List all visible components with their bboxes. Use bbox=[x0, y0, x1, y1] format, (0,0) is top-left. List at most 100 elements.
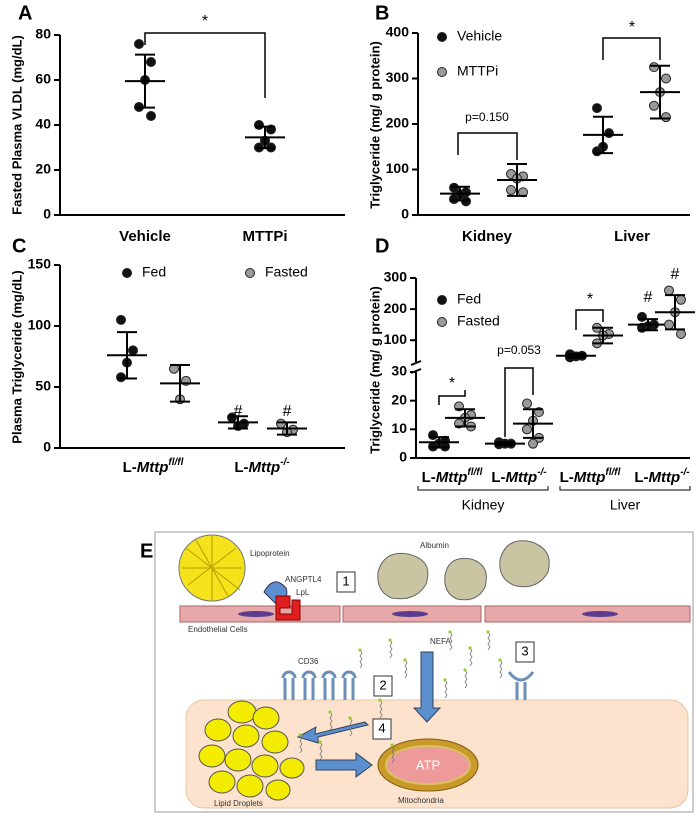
data-point bbox=[661, 73, 671, 84]
annotation: p=0.150 bbox=[465, 110, 509, 124]
albumin bbox=[499, 540, 550, 588]
fatty-acid bbox=[299, 734, 303, 754]
x-tick-label: L-Mttp-/- bbox=[634, 467, 690, 486]
x-tick-label: L-Mttpfl/fl bbox=[560, 467, 621, 486]
label-superscript: fl/fl bbox=[467, 467, 482, 478]
legend-label: Fed bbox=[142, 264, 166, 280]
group-bracket bbox=[417, 486, 549, 491]
label-superscript: -/- bbox=[280, 457, 290, 468]
x-tick-label: Vehicle bbox=[119, 228, 171, 245]
annotation: * bbox=[629, 19, 635, 36]
data-point bbox=[116, 314, 126, 325]
fatty-acid-head bbox=[463, 668, 467, 672]
fatty-acid bbox=[487, 631, 491, 651]
step-box bbox=[515, 641, 535, 663]
y-axis-label: Triglyceride (mg/ g protein) bbox=[367, 286, 382, 454]
lpl bbox=[275, 595, 301, 621]
mitochondrion-inner bbox=[385, 745, 471, 785]
label-gene: Mttp bbox=[649, 469, 681, 486]
fatty-acid bbox=[449, 631, 453, 651]
annotation: * bbox=[587, 291, 593, 308]
step-label: 3 bbox=[521, 643, 528, 658]
x-tick-label: Liver bbox=[614, 228, 650, 245]
albumin bbox=[377, 552, 429, 600]
fatty-acid bbox=[359, 649, 363, 669]
data-point bbox=[134, 39, 144, 49]
label: Albumin bbox=[420, 541, 449, 550]
step-label: 1 bbox=[342, 573, 349, 588]
legend-label: MTTPi bbox=[457, 63, 498, 79]
lipid-droplets bbox=[198, 700, 305, 801]
y-tick-label: 0 bbox=[399, 449, 407, 465]
panel-label: A bbox=[18, 2, 32, 24]
label-gene: Mttp bbox=[436, 469, 468, 486]
fatty-acid-head bbox=[443, 678, 447, 682]
data-point bbox=[146, 57, 156, 67]
annotation: # bbox=[234, 403, 243, 420]
fatty-acid bbox=[404, 659, 408, 679]
fatty-acid-head bbox=[298, 733, 302, 737]
data-point bbox=[276, 418, 286, 429]
nucleus bbox=[392, 611, 428, 617]
panel-label: E bbox=[140, 540, 153, 562]
annotation: # bbox=[283, 403, 292, 420]
y-tick-label: 10 bbox=[391, 420, 407, 436]
x-tick-label: MTTPi bbox=[243, 228, 288, 245]
label-prefix: L- bbox=[560, 469, 574, 486]
legend-marker bbox=[437, 295, 447, 305]
y-axis-label: Triglyceride (mg/ g protein) bbox=[367, 41, 382, 209]
label: ATP bbox=[416, 757, 440, 772]
y-tick-label: 300 bbox=[384, 269, 408, 285]
fatty-acid-head bbox=[403, 658, 407, 662]
group-label: Liver bbox=[610, 497, 641, 513]
label-gene: Mttp bbox=[574, 469, 606, 486]
fatty-acid-head bbox=[328, 710, 332, 714]
label-prefix: L- bbox=[234, 459, 248, 476]
group-bracket bbox=[559, 486, 691, 491]
axis-break bbox=[410, 360, 422, 366]
y-tick-label: 0 bbox=[43, 206, 51, 222]
panel-e: E Lipoprotein ANGPTL4 LpL Endothelial Ce… bbox=[140, 531, 694, 813]
fatty-acid-head bbox=[390, 743, 394, 747]
significance-bracket bbox=[457, 132, 518, 160]
step-box bbox=[372, 718, 392, 740]
y-tick-label: 200 bbox=[386, 115, 410, 131]
data-point bbox=[428, 430, 438, 441]
y-tick-label: 80 bbox=[35, 26, 51, 42]
fatty-acid-head bbox=[348, 716, 352, 720]
legend-marker bbox=[245, 268, 255, 278]
y-tick-label: 300 bbox=[386, 69, 410, 85]
label: NEFA bbox=[430, 637, 452, 646]
y-tick-label: 60 bbox=[35, 71, 51, 87]
step-label: 4 bbox=[378, 720, 385, 735]
fatty-acid-head bbox=[378, 698, 382, 702]
label-prefix: L- bbox=[634, 469, 648, 486]
data-point bbox=[592, 146, 602, 157]
fatty-acid bbox=[389, 639, 393, 659]
nucleus bbox=[582, 611, 618, 617]
arrows bbox=[296, 651, 442, 778]
label: ANGPTL4 bbox=[285, 575, 322, 584]
label-prefix: L- bbox=[422, 469, 436, 486]
fatty-acids bbox=[298, 630, 503, 764]
data-point bbox=[449, 194, 459, 205]
fatty-acid-head bbox=[468, 646, 472, 650]
lipoprotein-lines bbox=[182, 536, 242, 600]
label-gene: Mttp bbox=[137, 459, 169, 476]
data-point bbox=[128, 345, 138, 356]
y-axis-label: Plasma Triglyceride (mg/dL) bbox=[9, 270, 24, 443]
label-gene: Mttp bbox=[249, 459, 281, 476]
y-tick-label: 100 bbox=[28, 317, 52, 333]
annotation: * bbox=[449, 375, 455, 392]
data-point bbox=[664, 319, 674, 330]
x-tick-label: L-Mttp-/- bbox=[491, 467, 547, 486]
data-point bbox=[676, 294, 686, 305]
fatty-acid-head bbox=[358, 648, 362, 652]
fatty-acid bbox=[391, 744, 395, 764]
label-superscript: fl/fl bbox=[168, 457, 183, 468]
y-tick-label: 150 bbox=[28, 256, 52, 272]
y-tick-label: 0 bbox=[43, 439, 51, 455]
data-point bbox=[528, 438, 538, 449]
label: Lipid Droplets bbox=[214, 799, 263, 808]
significance-bracket bbox=[575, 309, 604, 330]
